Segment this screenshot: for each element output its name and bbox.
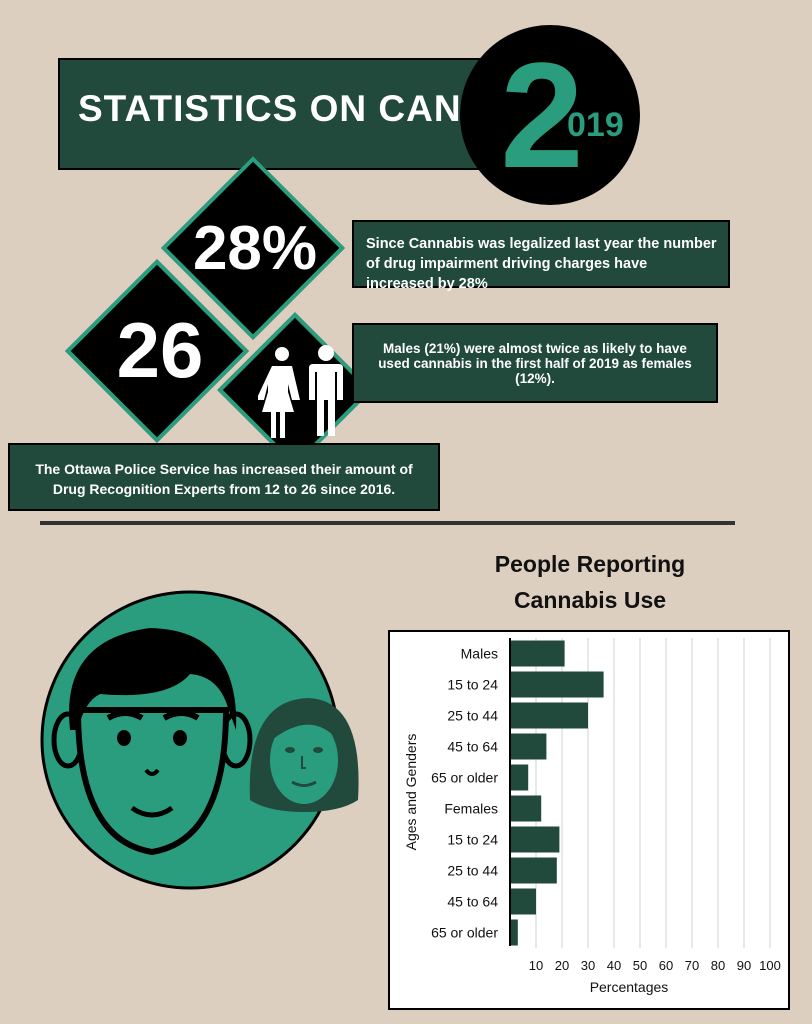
category-label: 15 to 24 <box>447 832 498 848</box>
bar-chart: Males 15 to 24 25 to 44 45 to 64 65 or older… <box>403 638 781 995</box>
section-divider <box>40 521 735 525</box>
boy-face-icon <box>51 628 253 856</box>
category-label: 25 to 44 <box>447 863 498 879</box>
category-label: 65 or older <box>431 925 498 941</box>
category-label: 45 to 64 <box>447 894 498 910</box>
stat-charges-increase: 28% <box>192 214 318 283</box>
bar <box>510 640 565 667</box>
bar <box>510 826 560 853</box>
fact-police: The Ottawa Police Service has increased … <box>8 443 440 511</box>
year-circle <box>460 25 640 205</box>
chart-bars <box>510 640 604 946</box>
x-tick-label: 100 <box>759 958 781 973</box>
bar <box>510 857 557 884</box>
year-big-digit: 2 <box>500 31 584 199</box>
x-tick-label: 10 <box>529 958 543 973</box>
x-axis-label: Percentages <box>590 979 669 995</box>
x-tick-label: 80 <box>711 958 725 973</box>
category-label: Females <box>444 801 498 817</box>
chart-title: People Reporting Cannabis Use <box>494 551 686 613</box>
people-icons <box>258 345 343 438</box>
male-person-icon <box>309 345 343 436</box>
x-tick-label: 40 <box>607 958 621 973</box>
category-label: 45 to 64 <box>447 739 498 755</box>
bar <box>510 733 547 760</box>
bar <box>510 888 536 915</box>
faces-illustration <box>40 590 359 890</box>
category-label: 15 to 24 <box>447 677 498 693</box>
category-label: Males <box>461 646 498 662</box>
y-axis-label: Ages and Genders <box>403 734 419 851</box>
x-tick-label: 90 <box>737 958 751 973</box>
woman-face-icon <box>249 698 359 812</box>
female-person-icon <box>258 347 300 438</box>
category-label: 65 or older <box>431 770 498 786</box>
category-label: 25 to 44 <box>447 708 498 724</box>
bar <box>510 795 542 822</box>
stat-experts-count: 26 <box>116 306 204 394</box>
x-tick-label: 60 <box>659 958 673 973</box>
fact-gender: Males (21%) were almost twice as likely … <box>352 323 718 403</box>
x-tick-label: 30 <box>581 958 595 973</box>
bar <box>510 702 588 729</box>
year-small-digits: 019 <box>567 106 624 144</box>
bar <box>510 764 529 791</box>
fact-charges: Since Cannabis was legalized last year t… <box>352 220 730 292</box>
chart-grid <box>535 638 771 948</box>
bar <box>510 671 604 698</box>
chart-category-labels: Males 15 to 24 25 to 44 45 to 64 65 or older… <box>431 646 498 941</box>
x-tick-label: 20 <box>555 958 569 973</box>
x-tick-label: 50 <box>633 958 647 973</box>
x-tick-label: 70 <box>685 958 699 973</box>
chart-tick-labels: 10 20 30 40 50 60 70 80 90 100 <box>529 958 781 973</box>
bar <box>510 919 518 946</box>
